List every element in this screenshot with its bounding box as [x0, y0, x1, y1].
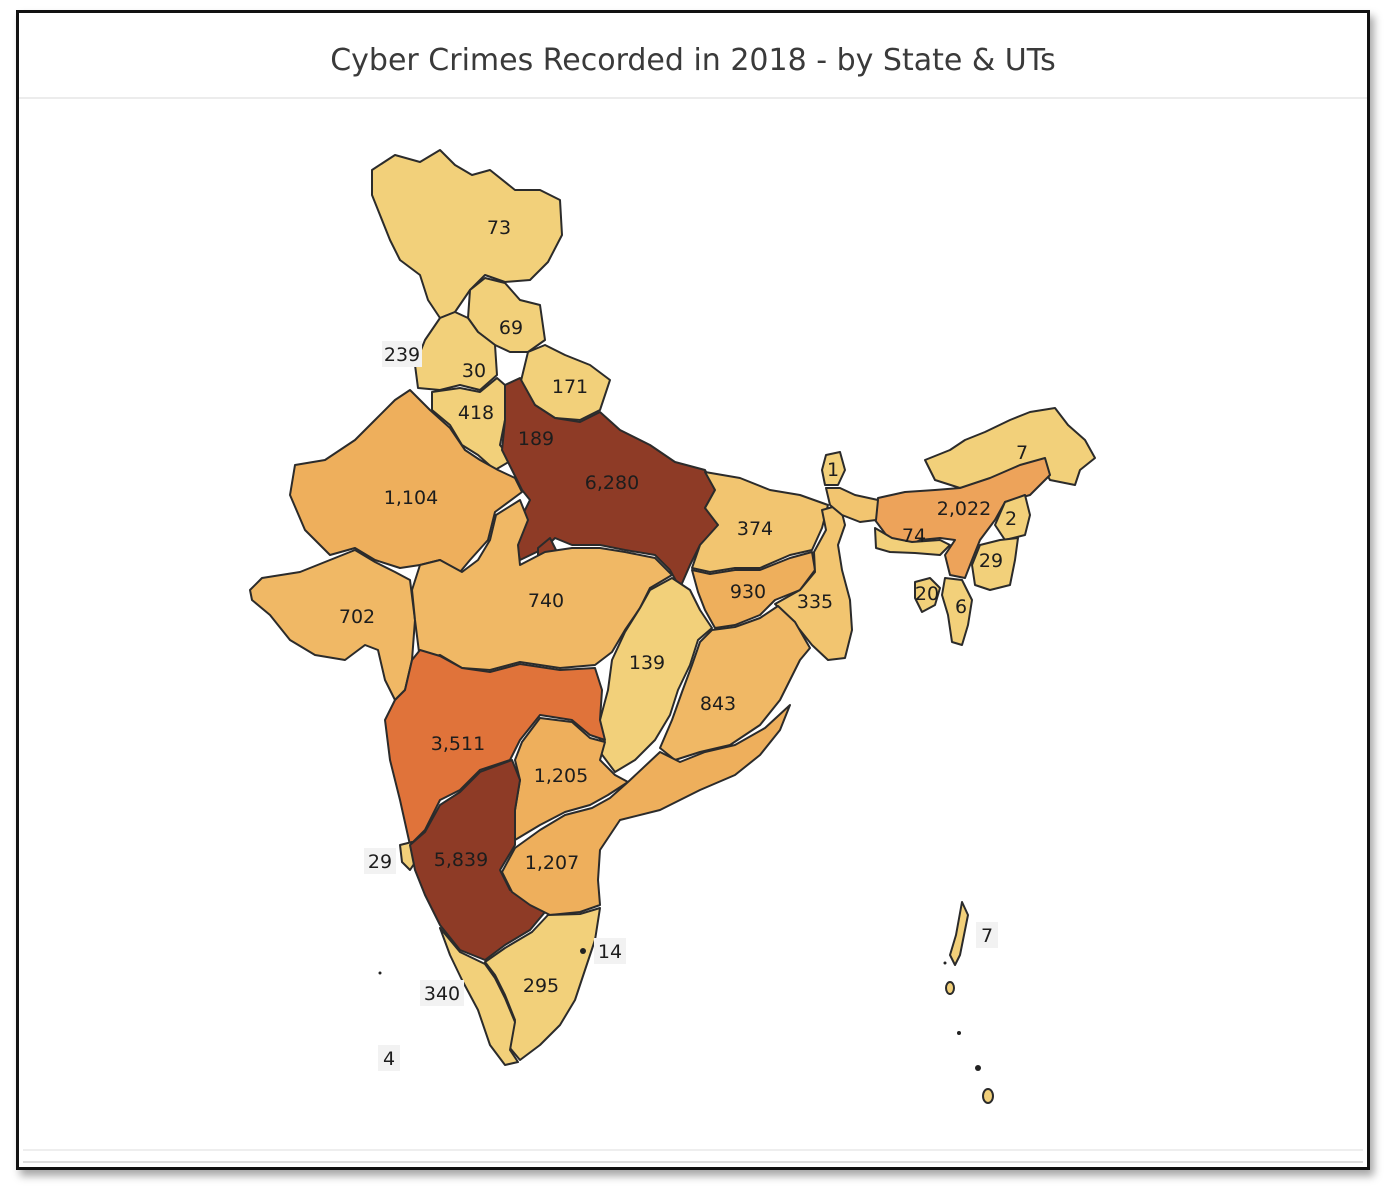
label-uttarakhand: 171	[552, 376, 588, 398]
label-bg	[382, 341, 422, 367]
label-tamil-nadu: 295	[523, 975, 559, 997]
region-gujarat[interactable]	[249, 549, 416, 701]
region-mizoram[interactable]	[941, 577, 973, 646]
label-tripura: 20	[915, 583, 939, 605]
label-mizoram: 6	[955, 596, 967, 618]
label-jharkhand: 930	[730, 581, 766, 603]
label-bg	[420, 980, 464, 1006]
label-madhya-pradesh: 740	[528, 590, 564, 612]
island-dot	[943, 961, 947, 965]
label-bg	[976, 922, 998, 948]
label-rajasthan: 1,104	[384, 487, 438, 509]
label-himachal: 69	[499, 317, 523, 339]
label-bg	[594, 938, 626, 964]
chart-frame: Cyber Crimes Recorded in 2018 - by State…	[16, 10, 1370, 1170]
label-chandigarh: 239	[384, 344, 420, 366]
label-kerala: 340	[424, 983, 460, 1005]
region-jammu-kashmir[interactable]	[371, 149, 563, 319]
island-dot	[975, 1065, 981, 1071]
label-delhi: 189	[518, 428, 554, 450]
region-meghalaya[interactable]	[874, 527, 951, 556]
label-jammu-kashmir: 73	[487, 217, 511, 239]
region-odisha[interactable]	[659, 605, 811, 761]
label-bg	[378, 1045, 400, 1071]
label-gujarat: 702	[339, 606, 375, 628]
label-punjab: 30	[462, 360, 486, 382]
label-bihar: 374	[737, 518, 773, 540]
region-manipur[interactable]	[971, 537, 1019, 591]
label-bg	[364, 848, 396, 874]
puducherry-dot	[580, 948, 586, 954]
region-tripura[interactable]	[914, 577, 941, 613]
region-chhattisgarh[interactable]	[599, 577, 713, 773]
label-uttar-pradesh: 6,280	[585, 472, 639, 494]
label-goa: 29	[368, 851, 392, 873]
label-andaman: 7	[981, 925, 993, 947]
region-andhra-pradesh[interactable]	[501, 704, 791, 916]
label-telangana: 1,205	[534, 765, 588, 787]
label-assam: 2,022	[937, 498, 991, 520]
label-karnataka: 5,839	[434, 849, 488, 871]
label-andhra-pradesh: 1,207	[525, 852, 579, 874]
region-bengal-north[interactable]	[825, 487, 879, 523]
region-sikkim[interactable]	[821, 451, 846, 486]
lakshadweep-dot	[378, 971, 382, 975]
label-lakshadweep: 4	[383, 1048, 395, 1070]
label-puducherry: 14	[598, 941, 622, 963]
label-meghalaya: 74	[902, 525, 926, 547]
region-andaman-islands[interactable]	[949, 901, 969, 966]
label-haryana: 418	[458, 402, 494, 424]
divider	[23, 1161, 1363, 1163]
region-andaman-island-small[interactable]	[945, 981, 955, 995]
label-west-bengal: 335	[797, 591, 833, 613]
region-bihar[interactable]	[691, 471, 829, 573]
divider	[23, 1149, 1363, 1151]
label-odisha: 843	[700, 693, 736, 715]
label-sikkim: 1	[827, 459, 839, 481]
page-title: Cyber Crimes Recorded in 2018 - by State…	[330, 43, 1056, 78]
title-bar: Cyber Crimes Recorded in 2018 - by State…	[19, 13, 1367, 99]
region-nagaland[interactable]	[994, 494, 1031, 541]
region-kerala[interactable]	[439, 927, 519, 1066]
label-chhattisgarh: 139	[629, 652, 665, 674]
label-maharashtra: 3,511	[431, 733, 485, 755]
label-nagaland: 2	[1005, 508, 1017, 530]
island-dot	[957, 1031, 961, 1035]
region-nicobar-island[interactable]	[982, 1088, 994, 1104]
label-manipur: 29	[979, 550, 1003, 572]
label-arunachal: 7	[1016, 442, 1028, 464]
